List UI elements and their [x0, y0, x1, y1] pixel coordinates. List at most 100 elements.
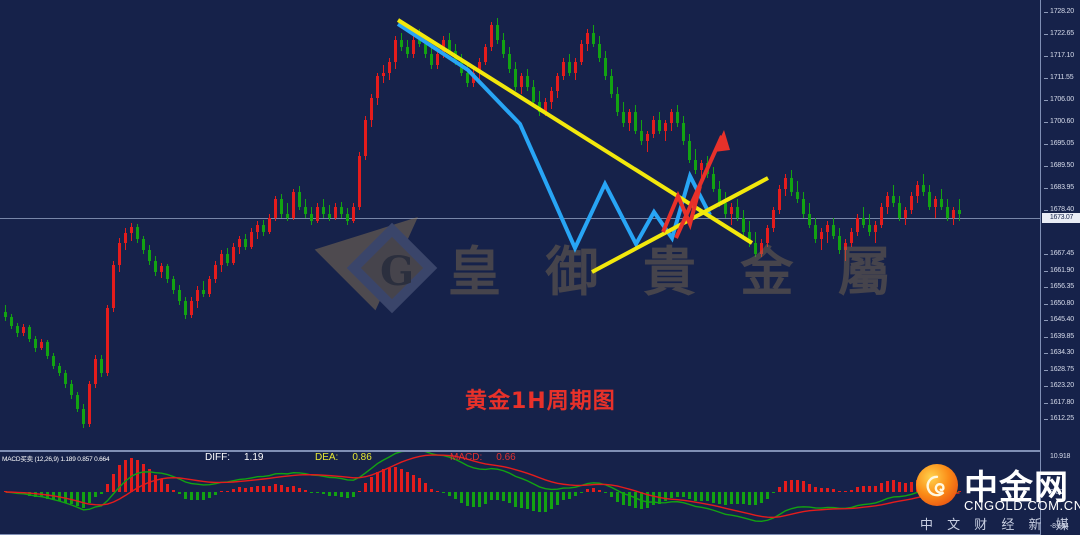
- candle-body: [670, 112, 673, 124]
- candle-body: [814, 224, 817, 240]
- candlestick: [802, 0, 805, 446]
- candle-body: [682, 123, 685, 142]
- candlestick: [724, 0, 727, 446]
- candlestick: [118, 0, 121, 446]
- macd-histogram-bar: [868, 486, 871, 492]
- macd-histogram-bar: [166, 484, 169, 492]
- candlestick: [310, 0, 313, 446]
- macd-dea-label: DEA:: [315, 452, 339, 463]
- price-axis-tick-label: 1706.00: [1050, 96, 1074, 103]
- macd-histogram-bar: [208, 492, 211, 498]
- candlestick: [586, 0, 589, 446]
- candlestick: [664, 0, 667, 446]
- candle-body: [106, 308, 109, 374]
- macd-histogram-bar: [220, 491, 223, 492]
- candlestick: [508, 0, 511, 446]
- macd-histogram-bar: [520, 492, 523, 508]
- macd-histogram-bar: [202, 492, 205, 500]
- macd-histogram-bar: [82, 492, 85, 508]
- macd-histogram-bar: [250, 486, 253, 492]
- macd-histogram-bar: [736, 492, 739, 504]
- candlestick: [322, 0, 325, 446]
- candlestick: [100, 0, 103, 446]
- macd-histogram-bar: [688, 492, 691, 500]
- macd-histogram-bar: [862, 485, 865, 492]
- macd-histogram-bar: [454, 492, 457, 499]
- candle-wick: [935, 195, 936, 218]
- macd-histogram-bar: [730, 492, 733, 505]
- candlestick: [814, 0, 817, 446]
- price-axis-tick: [1044, 270, 1048, 272]
- price-axis-tick: [1044, 320, 1048, 321]
- candle-body: [508, 54, 511, 69]
- candlestick: [28, 0, 31, 446]
- candle-body: [124, 232, 127, 243]
- candlestick: [862, 0, 865, 446]
- macd-histogram-bar: [784, 481, 787, 492]
- candle-body: [616, 94, 619, 113]
- macd-histogram-bar: [574, 492, 577, 496]
- candle-body: [712, 174, 715, 189]
- macd-histogram-bar: [298, 487, 301, 492]
- breakout-arrow-head: [714, 130, 730, 152]
- macd-histogram-bar: [580, 492, 583, 493]
- candle-body: [898, 203, 901, 218]
- candle-body: [754, 242, 757, 254]
- price-chart-panel[interactable]: G 皇 御 貴 金 屬 黄金1H周期图: [0, 0, 1040, 450]
- price-axis-tick-label: 1683.95: [1050, 184, 1074, 191]
- candle-body: [262, 224, 265, 233]
- price-axis-tick-label: 1656.35: [1050, 283, 1074, 290]
- candle-body: [16, 326, 19, 333]
- candle-body: [412, 39, 415, 55]
- macd-histogram-bar: [652, 492, 655, 506]
- candlestick: [712, 0, 715, 446]
- candle-body: [640, 130, 643, 142]
- macd-axis-min: -8.654: [1050, 523, 1069, 530]
- candle-body: [910, 195, 913, 211]
- candlestick: [22, 0, 25, 446]
- brand-url: CNGOLD.COM.CN: [964, 498, 1080, 513]
- candle-wick: [287, 203, 288, 222]
- candle-body: [418, 39, 421, 44]
- macd-histogram-bar: [430, 488, 433, 492]
- candlestick: [292, 0, 295, 446]
- candle-body: [58, 366, 61, 373]
- candlestick: [160, 0, 163, 446]
- candle-body: [766, 228, 769, 243]
- candlestick: [616, 0, 619, 446]
- macd-histogram-bar: [196, 492, 199, 500]
- macd-histogram-bar: [718, 492, 721, 505]
- macd-histogram-bar: [832, 488, 835, 492]
- candlestick: [748, 0, 751, 446]
- macd-histogram-bar: [472, 492, 475, 508]
- candle-body: [604, 58, 607, 77]
- macd-indicator-panel[interactable]: MACD买卖 (12,26,9) 1.189 0.857 0.664 DIFF:…: [0, 451, 1040, 535]
- candle-body: [148, 250, 151, 262]
- candlestick: [838, 0, 841, 446]
- macd-histogram-bar: [292, 485, 295, 492]
- macd-histogram-bar: [34, 492, 37, 498]
- candle-body: [514, 68, 517, 88]
- candle-body: [868, 224, 871, 233]
- candlestick: [526, 0, 529, 446]
- candle-body: [70, 384, 73, 396]
- candle-body: [10, 316, 13, 327]
- candle-body: [280, 199, 283, 214]
- macd-histogram-bar: [616, 492, 619, 502]
- macd-histogram-bar: [436, 491, 439, 492]
- candlestick: [268, 0, 271, 446]
- candlestick: [328, 0, 331, 446]
- price-axis[interactable]: 1728.20 1722.65 1717.10 1711.55 1706.00 1700.…: [1040, 0, 1080, 535]
- candlestick: [250, 0, 253, 446]
- candlestick: [208, 0, 211, 446]
- candle-body: [760, 242, 763, 254]
- candle-body: [664, 123, 667, 131]
- macd-histogram-bar: [724, 492, 727, 506]
- candle-body: [736, 206, 739, 218]
- macd-histogram-bar: [604, 492, 607, 493]
- macd-histogram-bar: [562, 492, 565, 501]
- macd-histogram-bar: [340, 492, 343, 497]
- candle-body: [202, 290, 205, 294]
- price-axis-tick-label: 1650.80: [1050, 299, 1074, 307]
- drawing-overlays: [396, 18, 769, 274]
